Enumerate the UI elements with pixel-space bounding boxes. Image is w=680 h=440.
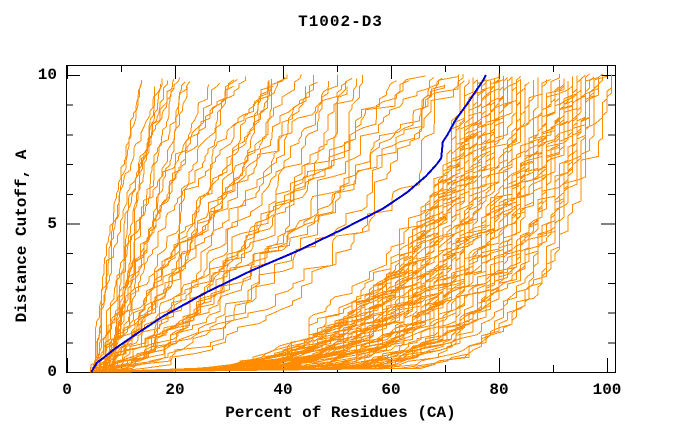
x-tick-label: 0 — [62, 381, 72, 399]
model-curve — [104, 84, 483, 373]
model-curve — [109, 78, 358, 372]
model-curve — [90, 84, 210, 372]
model-curve — [99, 74, 464, 372]
highlighted-model-curve — [90, 74, 487, 373]
model-curve — [97, 79, 235, 373]
model-curve — [108, 81, 269, 372]
model-curve — [94, 76, 573, 373]
model-curve — [106, 86, 487, 373]
model-curve — [90, 74, 339, 373]
model-curve — [96, 84, 445, 373]
model-curve — [100, 79, 517, 373]
y-tick-label: 0 — [47, 363, 57, 381]
model-curve — [109, 74, 459, 373]
plot-frame — [66, 65, 616, 373]
model-curve — [105, 79, 470, 373]
model-curve — [108, 84, 522, 373]
x-tick-label: 60 — [381, 381, 401, 399]
model-curve — [102, 80, 410, 372]
model-curve — [102, 75, 363, 373]
x-tick-label: 80 — [489, 381, 509, 399]
model-curve — [104, 74, 586, 373]
model-curve — [98, 84, 569, 373]
model-curve — [95, 79, 509, 373]
model-curve — [111, 76, 604, 373]
x-tick-label: 20 — [165, 381, 185, 399]
model-curve — [102, 74, 314, 372]
model-curve — [111, 79, 487, 373]
y-tick-label: 5 — [47, 214, 57, 233]
model-curve — [95, 80, 142, 372]
model-curve — [93, 85, 187, 372]
y-tick-label: 10 — [37, 66, 57, 84]
x-tick-label: 100 — [592, 381, 622, 399]
model-curve — [108, 86, 504, 373]
model-curve — [105, 78, 175, 373]
model-curve — [90, 84, 175, 373]
model-curve — [106, 77, 443, 373]
model-curve — [105, 76, 612, 373]
model-curve — [104, 86, 306, 373]
model-curve — [107, 79, 595, 373]
x-axis-label: Percent of Residues (CA) — [225, 404, 456, 422]
model-curve — [96, 81, 318, 373]
x-tick-label: 40 — [273, 381, 293, 399]
model-curve — [97, 76, 458, 373]
model-curve — [104, 80, 397, 372]
model-curve — [110, 77, 508, 373]
model-curve — [92, 82, 573, 373]
model-curve — [104, 74, 288, 373]
model-curve — [97, 74, 612, 373]
model-curve — [108, 77, 181, 373]
model-curve — [95, 81, 330, 373]
y-axis-label: Distance Cutoff, A — [13, 149, 31, 323]
model-curve — [93, 80, 522, 373]
model-curve — [105, 86, 269, 373]
model-curve — [107, 74, 302, 373]
model-curve — [107, 81, 599, 373]
chart-title: T1002-D3 — [298, 13, 383, 31]
model-curve — [90, 81, 348, 372]
